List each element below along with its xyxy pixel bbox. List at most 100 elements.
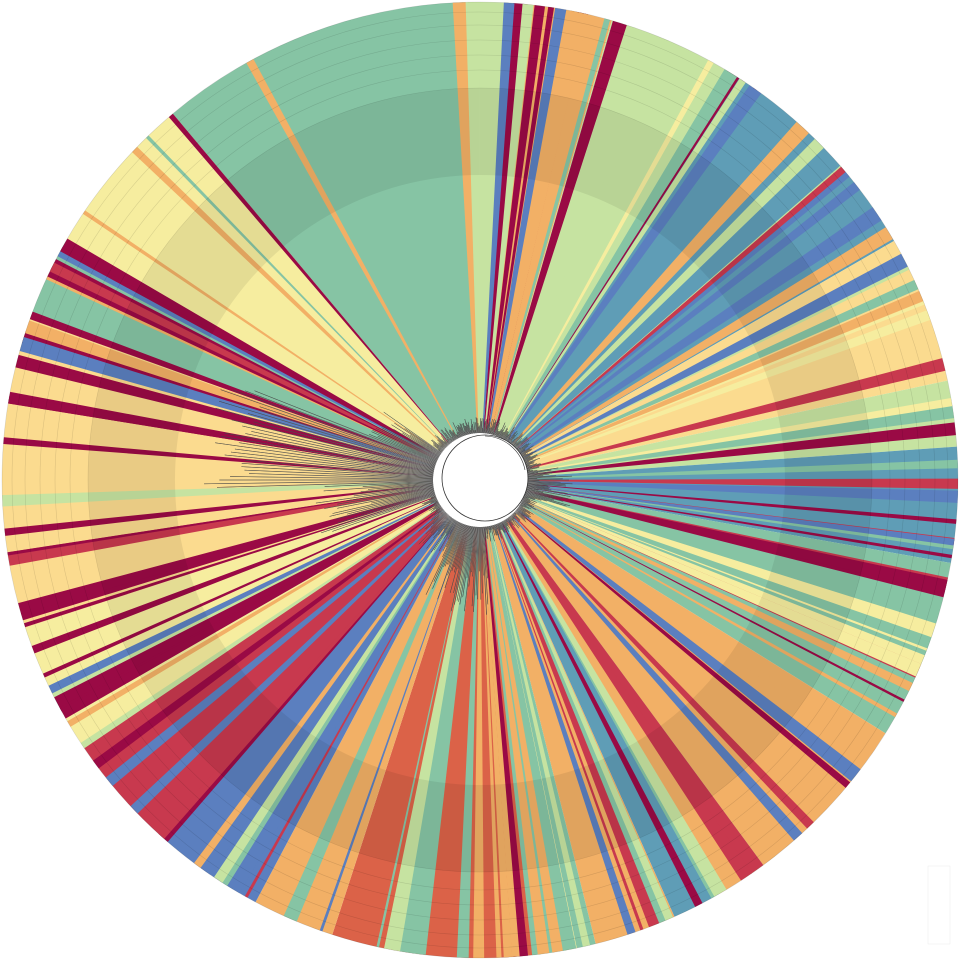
clade-sector [172, 2, 480, 480]
clade-stripe [214, 480, 480, 883]
clade-stripe [146, 135, 480, 481]
clade-stripe [480, 166, 846, 480]
clade-sector [480, 480, 719, 917]
clade-stripe [480, 280, 919, 480]
clade-stripe [480, 480, 955, 546]
clade-stripe [219, 480, 480, 890]
clade-stripe [8, 395, 481, 480]
clade-stripe [194, 480, 480, 868]
clade-stripe [480, 480, 945, 598]
clade-stripe [480, 480, 520, 957]
clade-stripe [480, 422, 956, 480]
clade-stripe [18, 480, 481, 615]
clade-stripe [480, 480, 636, 935]
clade-stripe [200, 480, 481, 875]
clade-stripe [60, 247, 481, 480]
clade-stripe [60, 480, 480, 718]
clade-stripe [480, 480, 861, 782]
clade-stripe [480, 69, 738, 481]
clade-stripe [480, 480, 727, 897]
clade-stripe [31, 480, 480, 654]
clade-stripe [480, 480, 910, 701]
legend-box [927, 865, 951, 945]
clade-stripe [93, 480, 481, 769]
clade-stripe [158, 480, 480, 839]
clade-stripe [105, 480, 481, 786]
clade-stripe [80, 480, 480, 749]
clade-stripe [480, 182, 860, 480]
clade-stripe [132, 146, 480, 480]
clade-stripe [60, 238, 480, 480]
clade-stripe [480, 291, 924, 480]
clade-stripe [168, 113, 480, 480]
clade-stripe [67, 480, 480, 727]
clade-sector [83, 480, 481, 836]
clade-sector [480, 480, 886, 894]
clade-stripe [480, 480, 957, 524]
clade-stripe [283, 480, 480, 922]
clade-stripe [480, 480, 954, 550]
ring-line [11, 11, 949, 949]
clade-stripe [480, 480, 644, 931]
clade-stripe [473, 480, 485, 958]
clade-stripe [480, 253, 908, 480]
clade-stripe [480, 480, 573, 951]
clade-stripe [480, 301, 925, 480]
clade-stripe [20, 480, 481, 621]
clade-stripe [480, 207, 882, 480]
clade-stripe [480, 480, 851, 788]
clade-stripe [480, 480, 936, 638]
ring-line [39, 39, 921, 921]
clade-stripe [480, 78, 746, 480]
clade-stripe [246, 59, 480, 480]
clade-stripe [391, 480, 480, 952]
clade-stripe [480, 480, 814, 829]
clade-stripe [480, 480, 529, 957]
clade-stripe [480, 358, 946, 480]
clade-stripe [480, 480, 776, 864]
clade-stripe [480, 480, 898, 718]
clade-stripe [480, 38, 670, 481]
clade-stripe [480, 480, 913, 692]
clade-stripe [480, 480, 905, 702]
clade-stripe [480, 480, 876, 756]
clade-stripe [480, 459, 958, 480]
clade-stripe [312, 480, 480, 931]
clade-stripe [227, 480, 480, 894]
clade-stripe [480, 218, 882, 480]
clade-stripe [480, 478, 958, 489]
clade-stripe [480, 480, 948, 594]
clade-stripe [480, 480, 703, 907]
clade-sector [255, 480, 480, 935]
clade-stripe [480, 20, 627, 480]
clade-stripe [480, 5, 546, 480]
clade-stripe [64, 480, 480, 719]
clade-stripe [480, 6, 555, 480]
clade-stripe [480, 480, 668, 926]
clade-sector [1, 316, 480, 628]
clade-stripe [480, 18, 611, 480]
clade-stripe [480, 2, 515, 480]
clade-sector [480, 480, 596, 955]
clade-stripe [480, 480, 674, 921]
clade-stripe [480, 480, 577, 950]
clade-stripe [467, 2, 480, 480]
clade-sector [480, 480, 951, 734]
clade-stripe [480, 480, 803, 839]
clade-stripe [480, 480, 764, 874]
clade-stripe [480, 480, 928, 651]
clade-stripe [480, 11, 589, 480]
clade-stripe [50, 259, 480, 480]
root-circle [441, 434, 529, 522]
clade-stripe [480, 310, 931, 480]
ring-line [54, 54, 906, 906]
clade-stripe [480, 3, 534, 481]
ring-line [69, 69, 891, 891]
clade-stripe [49, 262, 481, 480]
clade-stripe [82, 210, 480, 480]
clade-stripe [480, 227, 893, 480]
